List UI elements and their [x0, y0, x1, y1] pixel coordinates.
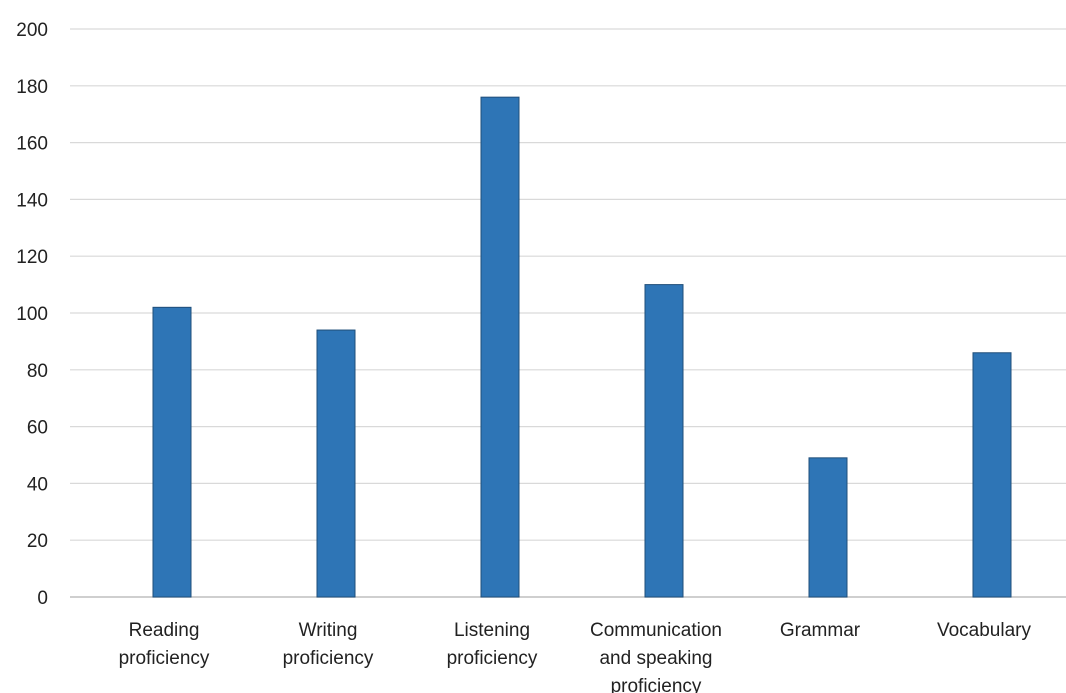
x-category-label: Writing proficiency: [283, 620, 374, 669]
y-tick-label: 160: [16, 134, 48, 155]
x-category-label-line: proficiency: [119, 648, 210, 669]
x-category-label: Grammar: [780, 620, 861, 641]
x-category-label-line: and speaking: [599, 648, 712, 669]
bar: [316, 329, 356, 598]
y-tick-label: 200: [16, 20, 48, 41]
y-tick-label: 140: [16, 190, 48, 211]
x-category-label-line: Reading: [129, 620, 200, 641]
x-category-label-line: Writing: [299, 620, 358, 641]
y-tick-label: 40: [27, 474, 48, 495]
y-tick-label: 180: [16, 77, 48, 98]
y-tick-label: 120: [16, 247, 48, 268]
bar: [644, 284, 684, 598]
x-category-label-line: proficiency: [447, 648, 538, 669]
bar: [972, 352, 1012, 598]
bar: [480, 96, 520, 598]
x-category-label-line: proficiency: [283, 648, 374, 669]
x-category-label: Vocabulary: [937, 620, 1032, 641]
x-category-label-line: proficiency: [611, 676, 702, 693]
x-category-label: Communication and speaking proficiency: [590, 620, 722, 693]
bar: [808, 457, 848, 598]
bar: [152, 306, 192, 598]
x-category-label-line: Communication: [590, 620, 722, 641]
y-axis-ticks: 0 20 40 60 80 100 120 140 160 180 200: [16, 20, 48, 609]
y-tick-label: 80: [27, 361, 48, 382]
y-tick-label: 100: [16, 304, 48, 325]
x-category-label-line: Listening: [454, 620, 530, 641]
x-category-label: Reading proficiency: [119, 620, 210, 669]
y-tick-label: 20: [27, 531, 48, 552]
grid-layer: [70, 28, 1066, 598]
bar-series: [152, 96, 1012, 598]
x-category-label-line: Grammar: [780, 620, 861, 641]
x-category-label: Listening proficiency: [447, 620, 538, 669]
x-category-label-line: Vocabulary: [937, 620, 1032, 641]
y-tick-label: 0: [37, 588, 48, 609]
y-tick-label: 60: [27, 418, 48, 439]
